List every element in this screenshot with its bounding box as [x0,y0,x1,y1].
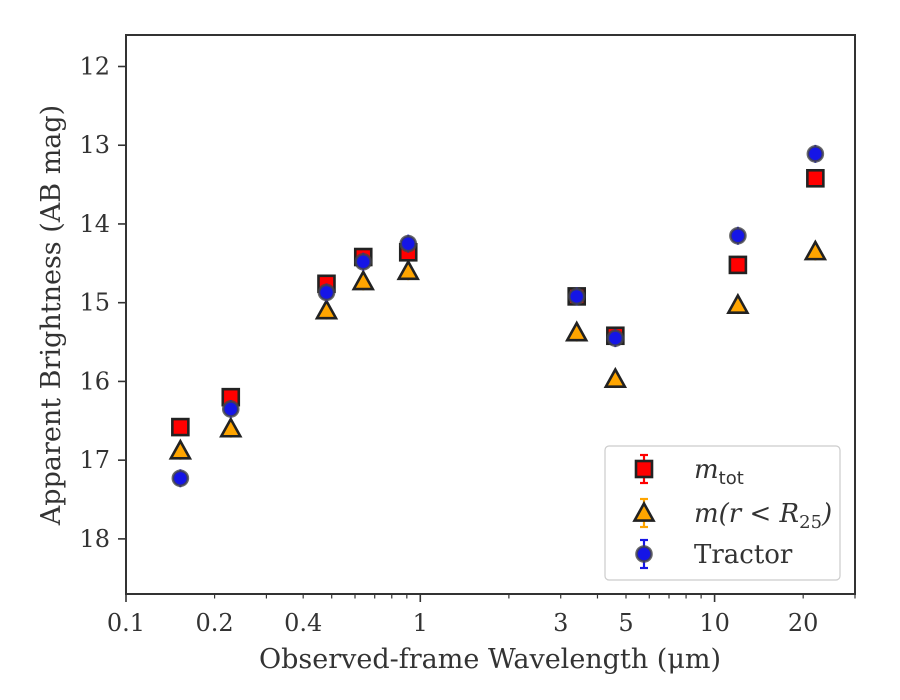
data-point [726,292,750,314]
legend-markers [632,453,656,570]
y-tick-label: 16 [79,367,110,395]
x-tick-label: 1 [413,609,428,637]
y-tick-label: 13 [79,131,110,159]
legend-m-r-sub: 25 [799,512,822,533]
legend-m-r-tail: ) [821,499,832,529]
data-point [314,298,339,320]
data-point [803,239,828,261]
x-tick-label: 10 [699,609,730,637]
data-point [351,269,375,291]
legend-m-tot-sub: tot [719,468,744,489]
x-tick-label: 0.1 [107,609,145,637]
y-tick-label: 17 [79,446,110,474]
y-tick-label: 12 [79,52,110,80]
data-point [317,283,336,302]
y-axis-label: Apparent Brightness (AB mag) [36,105,67,526]
y-tick-label: 18 [79,525,110,553]
x-tick-label: 3 [553,609,568,637]
series-circle [171,144,825,488]
x-axis-label: Observed-frame Wavelength (μm) [259,644,721,675]
legend-entry-m-r-r25: m(r < R25) [694,499,832,533]
x-tick-label: 5 [618,609,633,637]
legend-entry-m-tot: mtot [694,455,744,489]
x-tick-label: 20 [788,609,819,637]
legend-entry-tractor: Tractor [694,540,793,570]
plot-frame [125,34,856,595]
data-point [729,226,747,245]
legend-box [604,445,841,581]
series-triangle [168,239,828,460]
legend-marker-circle [635,545,653,563]
x-tick-label: 0.2 [196,609,234,637]
legend-m-r-main: m(r < R [694,499,799,529]
data-point [806,145,825,163]
data-point [171,417,190,437]
y-tick-labels: 12 13 14 15 16 17 18 [79,52,110,552]
legend: mtot m(r < R25) Tractor [604,445,841,581]
data-point [168,438,193,460]
data-point [806,168,825,188]
x-tick-labels: 0.1 0.2 0.4 1 3 5 10 20 [107,609,819,637]
data-point [354,252,373,271]
data-point [399,234,418,253]
y-tick-label: 14 [79,210,110,238]
data-point [603,366,628,388]
data-point [728,255,748,275]
data-point [564,320,589,342]
data-series [168,144,828,488]
legend-marker-triangle [632,500,656,522]
data-point [606,329,625,347]
y-tick-label: 15 [79,289,110,317]
data-point [171,469,190,488]
data-point [396,259,420,281]
data-point [219,416,243,438]
legend-m-tot-main: m [694,455,719,485]
x-tick-label: 0.4 [284,609,322,637]
series-square [171,168,825,437]
data-point [567,287,586,306]
data-point [221,400,240,418]
legend-marker-square [634,459,654,479]
